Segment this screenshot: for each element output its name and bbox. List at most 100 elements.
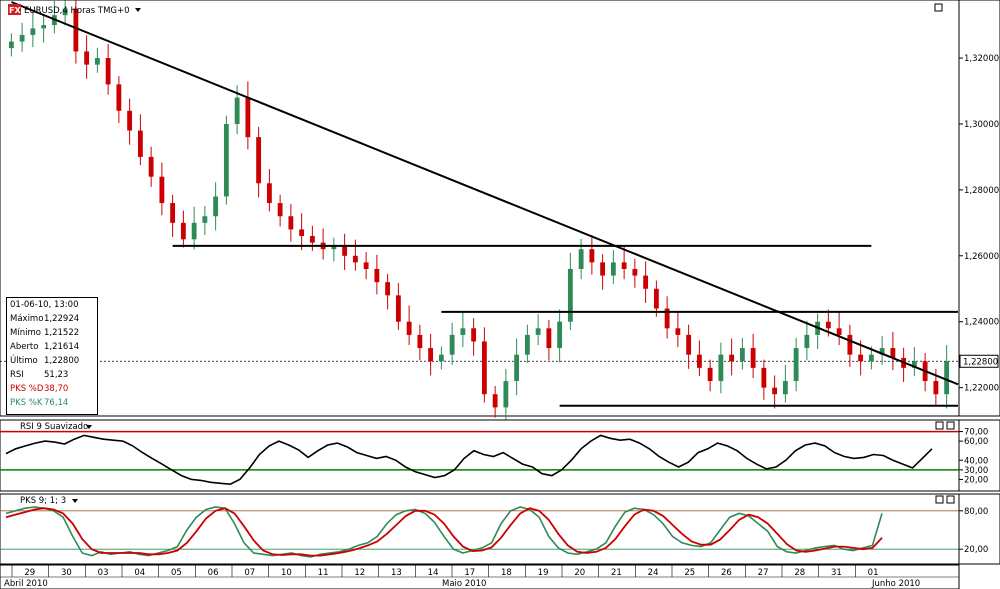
candle-body	[535, 328, 541, 335]
candle-body	[600, 262, 606, 276]
month-label: Maio 2010	[442, 579, 486, 589]
candle-body	[395, 295, 401, 322]
candle-body	[653, 288, 659, 309]
candle-body	[116, 84, 122, 111]
info-value: 1,21522	[44, 328, 80, 338]
candle-body	[266, 183, 272, 204]
candle-body	[825, 321, 831, 329]
candle-body	[159, 176, 165, 204]
candle-body	[664, 308, 670, 329]
candle-body	[632, 268, 638, 276]
symbol-label: EURUSD,4 Horas TMG+0	[24, 6, 130, 16]
info-label: PKS %D	[10, 384, 44, 394]
candle-body	[546, 328, 552, 349]
candle-body	[449, 334, 455, 355]
candle-body	[514, 354, 520, 382]
rsi-tick-label: 70,00	[964, 428, 988, 438]
rsi-line	[5, 434, 933, 486]
candle-body	[245, 97, 251, 138]
candle-body	[481, 341, 487, 395]
price-tick-label: 1,32000	[964, 54, 999, 64]
info-date: 01-06-10, 13:00	[10, 300, 79, 310]
candle-body	[578, 249, 584, 269]
candle-body	[84, 51, 90, 65]
candle-body	[492, 394, 498, 408]
rsi-close-icon[interactable]	[946, 421, 955, 430]
candle-body	[331, 245, 337, 250]
candle-body	[879, 348, 885, 355]
time-layer: 29 30 03 04 05 06 07 10 11 12 13 14 17 18 19 20 21 24 25 26…	[0, 565, 959, 589]
candle-body	[739, 348, 745, 362]
info-label: Último	[10, 356, 38, 366]
pks-tick-label: 20,00	[964, 545, 988, 555]
day-label: 31	[831, 568, 842, 578]
candle-body	[234, 97, 240, 124]
candle-body	[503, 381, 509, 408]
candle-body	[256, 137, 262, 184]
info-value: 51,23	[44, 370, 69, 380]
candle-body	[8, 41, 14, 49]
day-label: 30	[61, 568, 72, 578]
current-price-label: 1,22800	[963, 357, 998, 367]
day-label: 01	[868, 568, 879, 578]
candle-body	[137, 130, 143, 157]
symbol-dropdown-icon[interactable]	[135, 8, 141, 12]
candle-body	[460, 328, 466, 335]
price-panel	[0, 0, 960, 417]
day-label: 19	[538, 568, 549, 578]
info-label: PKS %K	[10, 398, 43, 408]
candle-body	[890, 348, 896, 358]
logo-text: FX	[9, 6, 21, 15]
info-value: 38,70	[44, 384, 69, 394]
day-label: 12	[354, 568, 365, 578]
rsi-dropdown-icon[interactable]	[86, 425, 92, 429]
window-maximize-icon[interactable]	[934, 3, 943, 12]
pks-close-icon[interactable]	[946, 495, 955, 504]
candle-body	[729, 354, 735, 362]
day-label: 06	[208, 568, 219, 578]
candle-body	[793, 348, 799, 382]
candle-body	[761, 367, 767, 388]
candle-body	[342, 245, 348, 256]
day-label: 27	[758, 568, 769, 578]
candle-body	[73, 8, 79, 52]
info-label: Máximo	[10, 314, 44, 324]
candle-body	[180, 222, 186, 240]
candle-body	[374, 268, 380, 283]
rsi-maximize-icon[interactable]	[935, 421, 944, 430]
day-label: 07	[244, 568, 255, 578]
rsi-tick-label: 20,00	[964, 475, 988, 485]
candle-body	[836, 328, 842, 335]
rsi-panel	[0, 419, 960, 492]
candle-body	[847, 334, 853, 355]
candle-body	[30, 28, 36, 35]
pks-dropdown-icon[interactable]	[72, 499, 78, 503]
candle-body	[772, 387, 778, 395]
info-row: Máximo 1,22924	[10, 313, 96, 325]
candle-body	[94, 58, 100, 65]
candle-body	[417, 334, 423, 349]
candle-body	[202, 216, 208, 223]
pks-axis-panel	[958, 493, 1000, 565]
pks-maximize-icon[interactable]	[935, 495, 944, 504]
candle-body	[277, 203, 283, 217]
info-label: Aberto	[10, 342, 39, 352]
info-value: 76,14	[44, 398, 69, 408]
day-label: 18	[501, 568, 512, 578]
candle-body	[363, 262, 369, 269]
pks-title: PKS 9; 1; 3	[20, 496, 66, 506]
day-label: 26	[721, 568, 732, 578]
candle-body	[299, 229, 305, 237]
candle-body	[567, 268, 573, 322]
day-label: 17	[464, 568, 475, 578]
day-label: 10	[281, 568, 292, 578]
candle-body	[406, 321, 412, 335]
rsi-title: RSI 9 Suavizado	[20, 422, 88, 432]
candle-body	[718, 354, 724, 382]
candle-body	[170, 203, 176, 223]
candle-body	[911, 361, 917, 368]
candle-body	[696, 354, 702, 368]
info-row: Último 1,22800	[10, 355, 96, 367]
